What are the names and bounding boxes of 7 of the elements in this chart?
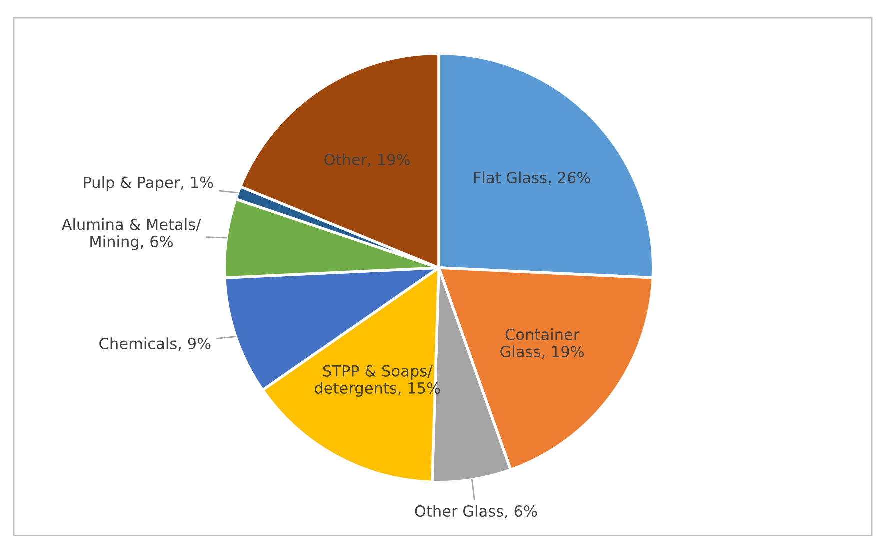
slice-label: Other, 19%	[324, 154, 410, 168]
slice-label: Container Glass, 19%	[500, 328, 584, 360]
slice-label: Other Glass, 6%	[415, 505, 538, 519]
slice-label: Chemicals, 9%	[100, 338, 211, 352]
slice-label: Alumina & Metals/ Mining, 6%	[62, 218, 202, 250]
slice-label: Pulp & Paper, 1%	[84, 176, 214, 192]
slice-label: Flat Glass, 26%	[474, 172, 590, 186]
